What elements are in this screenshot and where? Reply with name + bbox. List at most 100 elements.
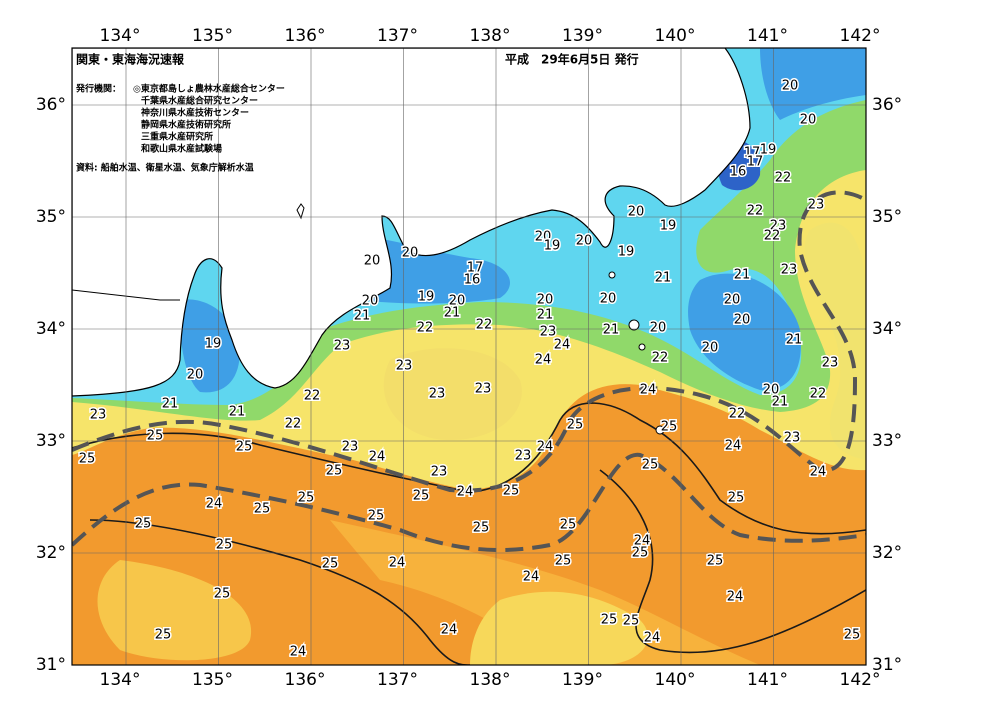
contour-label: 25 [503, 484, 520, 499]
map-title: 関東・東海海況速報 [76, 52, 185, 67]
contour-label: 19 [205, 337, 222, 352]
contour-label: 25 [326, 464, 343, 479]
contour-label: 24 [554, 338, 571, 353]
cool-patch [97, 560, 252, 661]
lon-label-bottom: 141° [747, 670, 788, 690]
contour-label: 25 [473, 521, 490, 536]
contour-label: 25 [642, 458, 659, 473]
blue-zone [179, 299, 240, 393]
publisher: 和歌山県水産試験場 [140, 143, 222, 155]
contour-label: 25 [236, 440, 253, 455]
contour-label: 24 [644, 631, 661, 646]
lon-label-top: 135° [192, 26, 233, 46]
contour-label: 20 [576, 234, 593, 249]
contour-label: 23 [429, 387, 446, 402]
contour-label: 21 [772, 395, 789, 410]
contour-label: 21 [162, 397, 179, 412]
contour-label: 20 [628, 205, 645, 220]
contour-label: 21 [354, 309, 371, 324]
contour-label: 24 [441, 623, 458, 638]
lon-label-top: 141° [747, 26, 788, 46]
contour-label: 24 [535, 353, 552, 368]
contour-label: 16 [464, 273, 481, 288]
lon-label-bottom: 138° [470, 670, 511, 690]
lat-label-right: 33° [872, 431, 902, 451]
lon-label-bottom: 137° [377, 670, 418, 690]
lon-label-top: 139° [562, 26, 603, 46]
contour-label: 25 [254, 502, 271, 517]
contour-label: 25 [135, 517, 152, 532]
lon-label-top: 138° [470, 26, 511, 46]
contour-label: 25 [298, 491, 315, 506]
contour-label: 23 [540, 325, 557, 340]
lon-label-top: 136° [285, 26, 326, 46]
publisher: ◎東京都島しょ農林水産総合センター [133, 83, 285, 95]
publisher: 三重県水産研究所 [141, 131, 213, 143]
contour-label: 24 [725, 439, 742, 454]
contour-label: 19 [760, 143, 777, 158]
contour-label: 22 [747, 204, 764, 219]
contour-label: 20 [364, 254, 381, 269]
lat-label-left: 34° [36, 319, 66, 339]
contour-label: 24 [389, 556, 406, 571]
contour-label: 21 [229, 405, 246, 420]
contour-label: 22 [417, 321, 434, 336]
lon-label-top: 140° [655, 26, 696, 46]
contour-label: 25 [216, 538, 233, 553]
contour-label: 25 [707, 554, 724, 569]
cool-patch [470, 591, 648, 665]
lat-label-left: 31° [36, 655, 66, 675]
contour-label: 20 [537, 293, 554, 308]
kuroshio-axis [72, 190, 866, 552]
contour-label: 23 [431, 465, 448, 480]
contour-label: 22 [652, 351, 669, 366]
blue-zone [688, 273, 801, 391]
contour-label: 21 [655, 271, 672, 286]
lon-label-bottom: 139° [562, 670, 603, 690]
contour-label: 16 [730, 165, 747, 180]
contour-label: 22 [476, 318, 493, 333]
contour-label: 23 [342, 440, 359, 455]
contour-label: 23 [90, 408, 107, 423]
contour-label: 20 [734, 313, 751, 328]
contour-label: 20 [800, 113, 817, 128]
contour-label: 20 [763, 383, 780, 398]
lon-label-bottom: 136° [285, 670, 326, 690]
contour-label: 25 [844, 628, 861, 643]
contour-label: 20 [187, 368, 204, 383]
contour-label: 23 [770, 219, 787, 234]
lat-label-left: 32° [36, 543, 66, 563]
contour-label: 22 [285, 417, 302, 432]
lon-label-bottom: 135° [192, 670, 233, 690]
contour-label: 24 [537, 440, 554, 455]
contour-label: 20 [782, 79, 799, 94]
contour-label: 24 [206, 497, 223, 512]
lon-label-bottom: 134° [100, 670, 141, 690]
publisher: 静岡県水産技術研究所 [141, 119, 231, 131]
lat-label-right: 35° [872, 207, 902, 227]
lat-label-left: 33° [36, 431, 66, 451]
contour-label: 25 [623, 614, 640, 629]
contour-label: 23 [822, 356, 839, 371]
contour-label: 25 [79, 452, 96, 467]
contour-label: 25 [560, 518, 577, 533]
contour-label: 23 [808, 198, 825, 213]
contour-label: 25 [322, 557, 339, 572]
contour-label: 21 [734, 268, 751, 283]
contour-label: 21 [603, 323, 620, 338]
contour-label: 21 [537, 308, 554, 323]
contour-label: 25 [155, 628, 172, 643]
contour-label: 17 [467, 261, 484, 276]
contour-label: 24 [457, 485, 474, 500]
contour-label: 24 [523, 570, 540, 585]
contour-label: 19 [418, 290, 435, 305]
lat-label-left: 35° [36, 207, 66, 227]
contour-label: 25 [413, 489, 430, 504]
contour-label: 25 [632, 546, 649, 561]
publisher-label: 発行機関： [75, 83, 121, 95]
contour-label: 20 [702, 341, 719, 356]
contour-label: 25 [555, 554, 572, 569]
contour-label: 23 [396, 359, 413, 374]
